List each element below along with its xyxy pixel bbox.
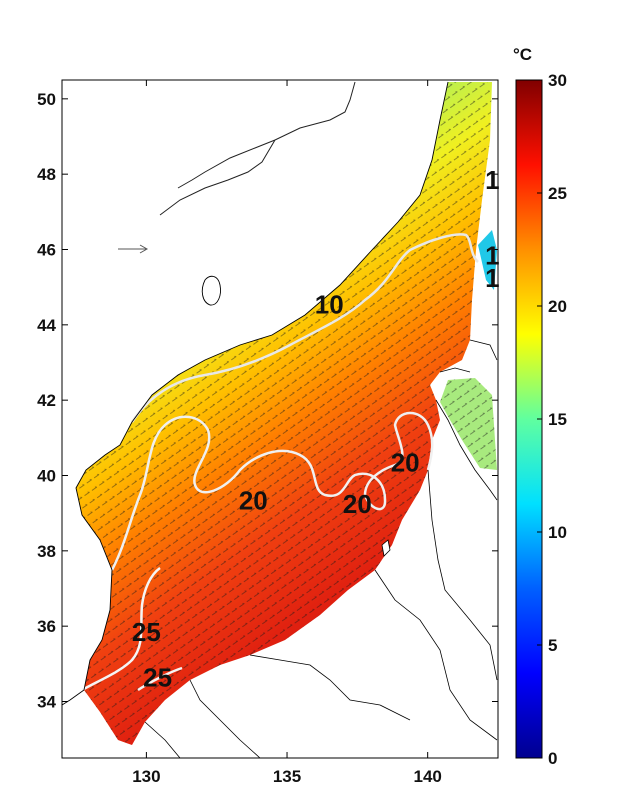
lon-tick-label: 130 — [132, 767, 160, 786]
colorbar-tick-label: 0 — [548, 749, 557, 768]
colorbar-tick-label: 15 — [548, 410, 567, 429]
colorbar-tick-label: 20 — [548, 297, 567, 316]
sado-island — [381, 539, 391, 557]
colorbar-tick-label: 25 — [548, 184, 567, 203]
longitude-axis: 130 135 140 — [132, 80, 442, 786]
lat-tick-label: 44 — [37, 316, 56, 335]
contour-label: 20 — [391, 448, 420, 478]
isotherm-20 — [110, 411, 434, 571]
coastline-japan — [144, 339, 498, 758]
latitude-axis: 34 36 38 40 42 44 46 48 50 — [37, 90, 498, 712]
colorbar-ticks: 0 5 10 15 20 25 30 — [537, 71, 567, 768]
contour-label: 25 — [143, 662, 172, 692]
colorbar-tick-label: 10 — [548, 523, 567, 542]
river-amur — [159, 81, 356, 216]
lat-tick-label: 34 — [37, 693, 56, 712]
contour-label: 1 — [485, 263, 499, 293]
contour-label: 20 — [343, 489, 372, 519]
contour-label: 10 — [315, 290, 344, 320]
contour-label: 1 — [485, 165, 499, 195]
lat-tick-label: 50 — [37, 90, 56, 109]
isotherm-10 — [130, 233, 479, 423]
lon-tick-label: 135 — [273, 767, 301, 786]
lat-tick-label: 38 — [37, 542, 56, 561]
pacific-vector-patch — [440, 378, 497, 470]
coastline-russia — [62, 81, 449, 706]
colorbar-tick-label: 5 — [548, 636, 557, 655]
lat-tick-label: 36 — [37, 617, 56, 636]
isotherm-25 — [81, 566, 183, 692]
reference-arrow — [118, 244, 149, 254]
okhotsk-sea-patch — [478, 230, 497, 290]
lat-tick-label: 48 — [37, 165, 56, 184]
lat-tick-label: 40 — [37, 467, 56, 486]
lat-tick-label: 42 — [37, 391, 56, 410]
colorbar-tick-label: 30 — [548, 71, 567, 90]
contour-label: 25 — [132, 617, 161, 647]
current-vector-field — [76, 82, 492, 745]
lat-tick-label: 46 — [37, 241, 56, 260]
lake-khanka — [201, 275, 221, 306]
contour-label: 20 — [239, 485, 268, 515]
lon-tick-label: 140 — [413, 767, 441, 786]
colorbar-unit: °C — [513, 45, 532, 64]
contour-label: 1 — [485, 241, 499, 271]
